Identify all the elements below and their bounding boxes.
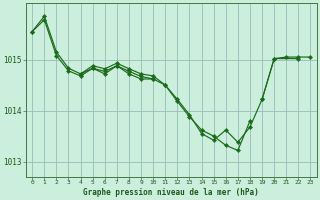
X-axis label: Graphe pression niveau de la mer (hPa): Graphe pression niveau de la mer (hPa) (84, 188, 259, 197)
